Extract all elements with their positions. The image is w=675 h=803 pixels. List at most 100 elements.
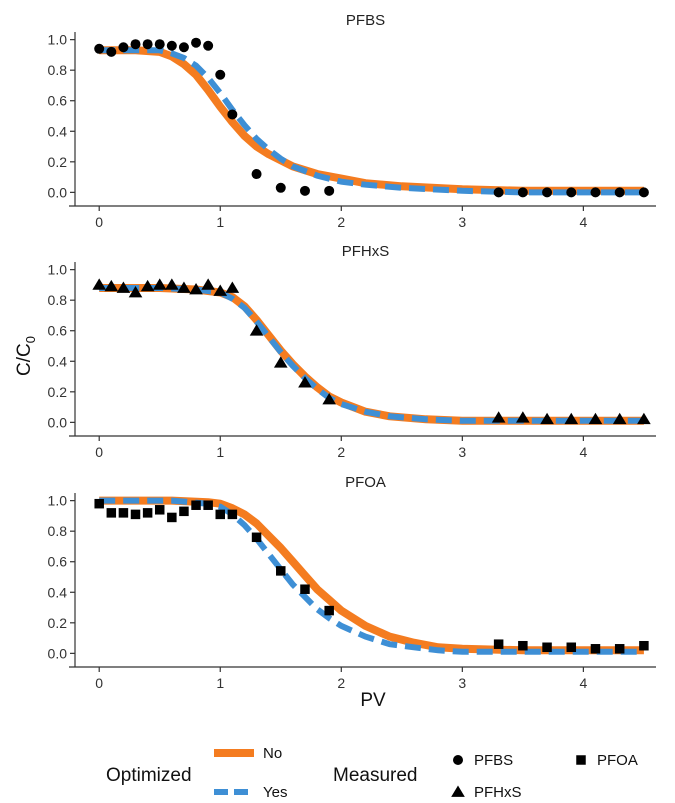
legend-marker-circle <box>453 755 463 765</box>
x-tick-label: 0 <box>95 675 103 691</box>
legend-optimized-title: Optimized <box>106 765 192 786</box>
measured-point <box>249 324 264 336</box>
y-tick-label: 0.8 <box>48 523 68 539</box>
x-tick-label: 2 <box>337 214 345 230</box>
legend-marker-square <box>576 755 586 765</box>
measured-point <box>94 498 104 509</box>
measured-point <box>215 509 225 520</box>
x-tick-label: 4 <box>579 675 587 691</box>
measured-point <box>493 639 504 649</box>
measured-point <box>142 39 153 50</box>
x-tick-label: 3 <box>458 214 466 230</box>
measured-point <box>614 644 625 654</box>
y-tick-label: 0.4 <box>48 584 68 600</box>
measured-point <box>518 640 528 651</box>
curve-yes <box>99 285 644 424</box>
x-tick-label: 0 <box>95 214 103 230</box>
measured-point <box>130 39 141 50</box>
y-tick-label: 0.8 <box>48 62 68 78</box>
measured-point <box>106 46 117 57</box>
measured-point <box>154 39 165 50</box>
measured-point <box>300 584 310 594</box>
measured-point <box>177 281 191 293</box>
measured-point <box>542 642 552 653</box>
measured-point <box>516 411 530 423</box>
measured-point <box>189 282 203 295</box>
measured-point <box>298 376 312 388</box>
y-tick-label: 0.4 <box>48 353 68 369</box>
measured-point <box>322 392 337 405</box>
measured-point <box>178 42 189 53</box>
measured-point <box>142 508 153 518</box>
legend-measured-title: Measured <box>333 765 418 786</box>
y-tick-label: 0.2 <box>48 615 68 631</box>
measured-point <box>116 281 131 293</box>
measured-point <box>324 185 335 196</box>
measured-point <box>588 412 603 425</box>
measured-point <box>203 500 213 510</box>
x-tick-label: 1 <box>216 214 224 230</box>
measured-point <box>273 356 288 368</box>
measured-point <box>493 187 504 198</box>
measured-point <box>106 508 117 518</box>
y-tick-label: 1.0 <box>48 32 68 48</box>
x-tick-label: 2 <box>337 675 345 691</box>
measured-point <box>251 169 262 180</box>
legend-marker-triangle <box>451 785 465 797</box>
legend-label-pfbs: PFBS <box>474 752 513 769</box>
measured-point <box>227 509 238 520</box>
measured-point <box>517 187 528 198</box>
measured-point <box>276 566 286 576</box>
measured-point <box>299 185 310 196</box>
measured-point <box>130 509 141 520</box>
measured-point <box>213 284 228 296</box>
measured-point <box>225 281 240 293</box>
measured-point <box>590 644 601 654</box>
legend-label-no: No <box>263 745 282 762</box>
measured-point <box>639 640 649 651</box>
measured-point <box>179 506 189 517</box>
measured-point <box>128 286 143 298</box>
measured-point <box>201 278 215 290</box>
measured-point <box>491 411 506 423</box>
curve-no <box>99 46 644 195</box>
panel-title: PFOA <box>345 474 386 491</box>
measured-point <box>167 512 177 523</box>
panel-pfoa: PFOA 0.0 0.2 0.4 0.6 0.8 1.0 0 1 2 3 4 <box>48 474 656 691</box>
x-tick-label: 1 <box>216 675 224 691</box>
measured-point <box>92 278 107 290</box>
legend-label-pfhxs: PFHxS <box>474 784 522 801</box>
x-tick-label: 0 <box>95 444 103 460</box>
curve-no <box>99 284 644 425</box>
measured-point <box>203 40 214 51</box>
measured-point <box>140 279 155 292</box>
measured-point <box>118 508 129 518</box>
measured-point <box>638 187 649 198</box>
measured-point <box>191 500 201 510</box>
y-tick-label: 0.0 <box>48 414 68 430</box>
curve-yes <box>99 47 644 196</box>
y-tick-label: 0.0 <box>48 184 68 200</box>
curve-yes <box>99 497 644 655</box>
y-tick-label: 0.6 <box>48 323 68 339</box>
measured-point <box>118 42 129 53</box>
y-tick-label: 0.8 <box>48 292 68 308</box>
measured-point <box>637 412 651 425</box>
x-tick-label: 4 <box>579 214 587 230</box>
legend-label-pfoa: PFOA <box>597 752 638 769</box>
y-tick-label: 0.6 <box>48 93 68 109</box>
y-tick-label: 0.4 <box>48 123 68 139</box>
measured-point <box>191 37 202 48</box>
x-tick-label: 3 <box>458 675 466 691</box>
legend: Optimized No Yes Measured PFBS PFOA PFHxS <box>106 745 638 801</box>
measured-point <box>612 412 627 425</box>
legend-label-yes: Yes <box>263 784 287 801</box>
y-tick-label: 1.0 <box>48 262 68 278</box>
y-tick-label: 0.0 <box>48 645 68 661</box>
y-tick-label: 0.2 <box>48 154 68 170</box>
y-axis-title-main: C/C <box>14 343 35 376</box>
panel-title: PFBS <box>346 12 385 29</box>
measured-point <box>566 642 577 653</box>
measured-point <box>614 187 625 198</box>
